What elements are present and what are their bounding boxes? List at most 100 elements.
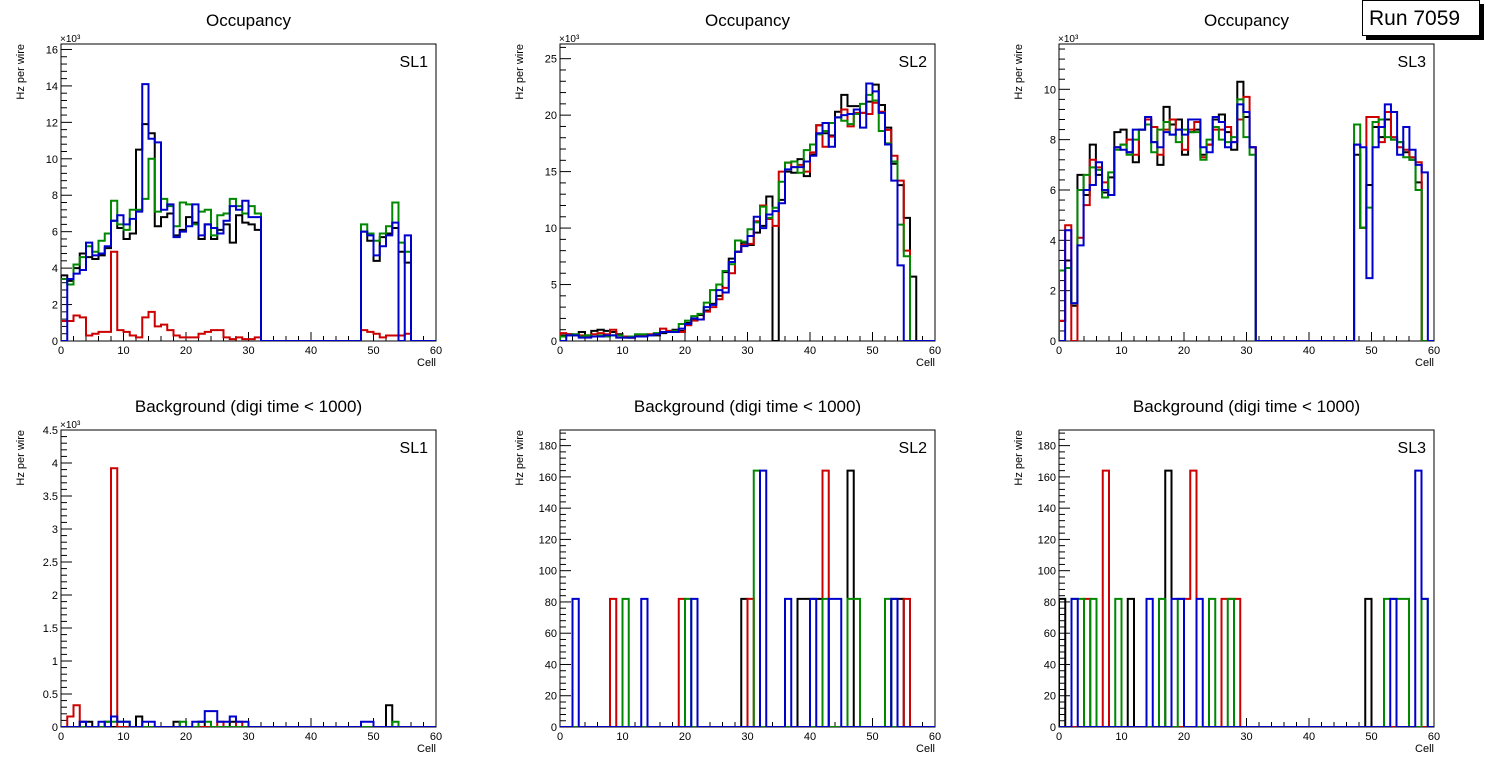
- x-axis-label: Cell: [916, 357, 935, 369]
- x-tick-label: 20: [679, 731, 691, 743]
- y-tick-label: 16: [46, 44, 58, 56]
- y-tick-label: 20: [545, 110, 557, 122]
- x-tick-label: 30: [1240, 731, 1252, 743]
- axis-exponent: ×10³: [1058, 34, 1079, 45]
- series-red: [1059, 469, 1434, 727]
- y-tick-label: 5: [551, 280, 557, 292]
- series-red: [560, 469, 935, 727]
- y-tick-label: 6: [52, 227, 58, 239]
- series-blue: [560, 82, 935, 341]
- x-tick-label: 10: [616, 731, 628, 743]
- y-tick-label: 0: [1050, 336, 1056, 348]
- y-tick-label: 1.5: [43, 623, 58, 635]
- y-tick-label: 25: [545, 54, 557, 66]
- y-tick-label: 40: [1044, 659, 1056, 671]
- y-tick-label: 15: [545, 167, 557, 179]
- superlayer-label: SL2: [899, 440, 928, 457]
- x-tick-label: 30: [242, 731, 254, 743]
- superlayer-label: SL3: [1398, 54, 1427, 71]
- y-tick-label: 0: [1050, 722, 1056, 734]
- y-tick-label: 2: [1050, 286, 1056, 298]
- x-tick-label: 0: [1056, 345, 1062, 357]
- y-tick-label: 120: [539, 534, 557, 546]
- y-tick-label: 180: [1038, 441, 1056, 453]
- y-tick-label: 100: [1038, 566, 1056, 578]
- y-tick-label: 6: [1050, 185, 1056, 197]
- x-axis-label: Cell: [417, 357, 436, 369]
- x-tick-label: 0: [58, 731, 64, 743]
- y-tick-label: 1: [52, 656, 58, 668]
- series-red: [560, 101, 935, 341]
- axis-exponent: ×10³: [60, 34, 81, 45]
- x-tick-label: 20: [679, 345, 691, 357]
- y-tick-label: 160: [539, 472, 557, 484]
- x-tick-label: 40: [1303, 345, 1315, 357]
- x-tick-label: 0: [557, 731, 563, 743]
- y-tick-label: 140: [539, 503, 557, 515]
- series-blue: [1059, 103, 1434, 341]
- y-tick-label: 120: [1038, 534, 1056, 546]
- x-tick-label: 10: [117, 731, 129, 743]
- series-green: [1059, 597, 1434, 727]
- x-axis-label: Cell: [1415, 357, 1434, 369]
- run-label: Run 7059: [1362, 0, 1480, 36]
- series-black: [1059, 80, 1434, 341]
- y-tick-label: 160: [1038, 472, 1056, 484]
- superlayer-label: SL2: [899, 54, 928, 71]
- x-axis-label: Cell: [916, 743, 935, 755]
- y-tick-label: 4: [52, 263, 58, 275]
- y-tick-label: 14: [46, 81, 58, 93]
- y-tick-label: 20: [545, 691, 557, 703]
- series-blue: [61, 710, 436, 727]
- x-tick-label: 20: [180, 345, 192, 357]
- superlayer-label: SL1: [400, 54, 429, 71]
- x-tick-label: 40: [1303, 731, 1315, 743]
- x-tick-label: 10: [616, 345, 628, 357]
- x-tick-label: 50: [1365, 731, 1377, 743]
- y-tick-label: 80: [1044, 597, 1056, 609]
- y-tick-label: 12: [46, 117, 58, 129]
- x-tick-label: 50: [367, 345, 379, 357]
- x-tick-label: 40: [804, 345, 816, 357]
- chart-title: Background (digi time < 1000): [135, 397, 362, 416]
- x-tick-label: 0: [58, 345, 64, 357]
- y-axis-label: Hz per wire: [15, 44, 27, 100]
- x-tick-label: 40: [305, 345, 317, 357]
- y-tick-label: 4.5: [43, 425, 58, 437]
- superlayer-label: SL3: [1398, 440, 1427, 457]
- x-tick-label: 10: [1115, 731, 1127, 743]
- histogram-pad-4: Background (digi time < 1000) 0 0.5 1 1.5 2 2.…: [15, 397, 442, 755]
- series-green: [1059, 98, 1434, 341]
- series-red: [61, 467, 436, 727]
- y-tick-label: 40: [545, 659, 557, 671]
- y-tick-label: 3.5: [43, 491, 58, 503]
- x-tick-label: 50: [866, 345, 878, 357]
- y-tick-label: 100: [539, 566, 557, 578]
- y-tick-label: 8: [1050, 135, 1056, 147]
- chart-title: Occupancy: [705, 11, 791, 30]
- x-tick-label: 60: [430, 731, 442, 743]
- y-axis-label: Hz per wire: [514, 44, 526, 100]
- y-tick-label: 0.5: [43, 689, 58, 701]
- histogram-pad-5: Background (digi time < 1000) 0 20 40 60 80 10…: [514, 397, 941, 755]
- y-tick-label: 10: [1044, 84, 1056, 96]
- x-tick-label: 20: [1178, 731, 1190, 743]
- y-tick-label: 0: [52, 722, 58, 734]
- y-axis-label: Hz per wire: [514, 430, 526, 486]
- series-blue: [61, 83, 436, 341]
- y-tick-label: 10: [545, 223, 557, 235]
- series-black: [1059, 469, 1434, 727]
- x-tick-label: 10: [1115, 345, 1127, 357]
- x-tick-label: 40: [804, 731, 816, 743]
- x-tick-label: 10: [117, 345, 129, 357]
- x-tick-label: 20: [1178, 345, 1190, 357]
- y-tick-label: 60: [545, 628, 557, 640]
- y-tick-label: 4: [52, 458, 58, 470]
- y-tick-label: 4: [1050, 235, 1056, 247]
- x-tick-label: 50: [866, 731, 878, 743]
- y-axis-label: Hz per wire: [15, 430, 27, 486]
- x-tick-label: 60: [1428, 345, 1440, 357]
- y-tick-label: 0: [551, 336, 557, 348]
- y-tick-label: 10: [46, 154, 58, 166]
